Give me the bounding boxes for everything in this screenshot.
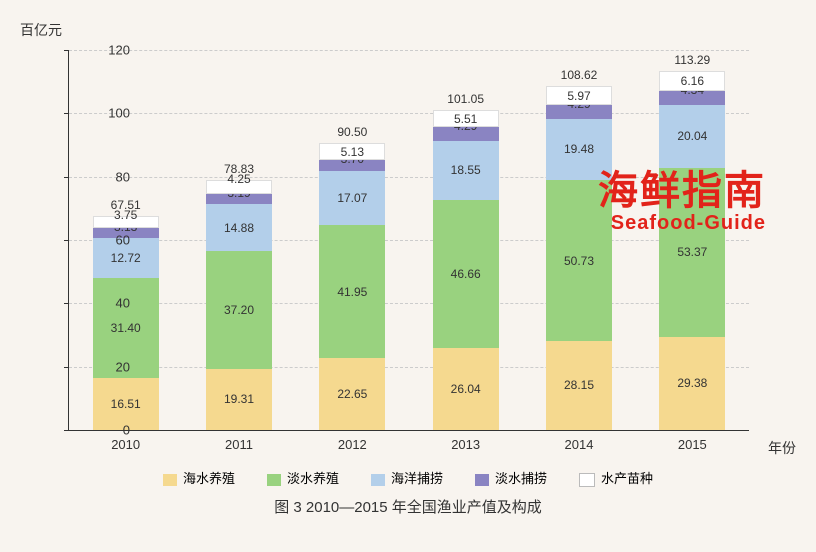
segment-value-label: 28.15	[546, 378, 612, 392]
bar-segment: 3.75	[93, 216, 159, 228]
watermark-en: Seafood-Guide	[598, 212, 766, 235]
segment-value-label: 17.07	[319, 191, 385, 205]
watermark-cn: 海鲜指南	[598, 170, 766, 212]
y-tick-label: 40	[90, 296, 130, 311]
bar: 26.0446.6618.554.295.51101.05	[433, 110, 499, 430]
bar-segment: 18.55	[433, 141, 499, 200]
bar-segment: 28.15	[546, 341, 612, 430]
bar: 28.1550.7319.484.295.97108.62	[546, 86, 612, 430]
bar-total-label: 113.29	[659, 53, 725, 67]
y-tick-label: 100	[90, 106, 130, 121]
gridline	[69, 367, 749, 368]
y-tick-label: 60	[90, 233, 130, 248]
segment-value-label: 50.73	[546, 254, 612, 268]
x-tick-label: 2013	[451, 437, 480, 452]
bar-segment: 5.51	[433, 110, 499, 127]
bar-segment: 41.95	[319, 225, 385, 358]
bar-segment: 4.34	[659, 91, 725, 105]
legend-label: 水产苗种	[601, 471, 653, 486]
y-tick-label: 0	[90, 423, 130, 438]
bar: 22.6541.9517.073.705.1390.50	[319, 143, 385, 430]
y-tick-label: 120	[90, 43, 130, 58]
bar-segment: 14.88	[206, 204, 272, 251]
bar-segment: 17.07	[319, 171, 385, 225]
segment-value-label: 19.31	[206, 392, 272, 406]
bar-segment: 26.04	[433, 348, 499, 430]
legend-item: 海洋捕捞	[371, 468, 443, 487]
bar-segment: 5.97	[546, 86, 612, 105]
segment-value-label: 46.66	[433, 267, 499, 281]
bar-total-label: 108.62	[546, 68, 612, 82]
chart-plot-area: 16.5131.4012.723.133.7567.51201019.3137.…	[68, 50, 749, 431]
bar-segment: 5.13	[319, 143, 385, 159]
legend-swatch	[475, 474, 489, 486]
segment-value-label: 5.97	[546, 89, 612, 103]
x-tick-label: 2010	[111, 437, 140, 452]
y-axis-unit-label: 百亿元	[20, 20, 62, 40]
segment-value-label: 41.95	[319, 285, 385, 299]
bar-segment: 19.31	[206, 369, 272, 430]
segment-value-label: 18.55	[433, 163, 499, 177]
segment-value-label: 12.72	[93, 251, 159, 265]
legend-label: 淡水捕捞	[495, 471, 547, 486]
legend-swatch	[267, 474, 281, 486]
bar-total-label: 67.51	[93, 198, 159, 212]
bar-segment: 4.29	[546, 105, 612, 119]
segment-value-label: 19.48	[546, 142, 612, 156]
bar: 16.5131.4012.723.133.7567.51	[93, 216, 159, 430]
x-tick-label: 2011	[225, 437, 253, 452]
x-tick-label: 2012	[338, 437, 367, 452]
legend-item: 淡水养殖	[267, 468, 339, 487]
segment-value-label: 26.04	[433, 382, 499, 396]
x-axis-label: 年份	[768, 438, 796, 458]
legend-label: 海水养殖	[183, 471, 235, 486]
bar-segment: 3.19	[206, 194, 272, 204]
segment-value-label: 6.16	[659, 74, 725, 88]
y-tick-label: 20	[90, 359, 130, 374]
segment-value-label: 5.13	[319, 145, 385, 159]
legend-swatch	[579, 473, 595, 487]
bar-segment: 6.16	[659, 71, 725, 91]
bar-segment: 3.70	[319, 160, 385, 172]
x-tick-label: 2014	[565, 437, 594, 452]
segment-value-label: 20.04	[659, 129, 725, 143]
bar-total-label: 90.50	[319, 125, 385, 139]
segment-value-label: 14.88	[206, 221, 272, 235]
segment-value-label: 5.51	[433, 112, 499, 126]
legend-swatch	[371, 474, 385, 486]
bar-segment: 29.38	[659, 337, 725, 430]
legend-item: 淡水捕捞	[475, 468, 547, 487]
segment-value-label: 53.37	[659, 245, 725, 259]
segment-value-label: 31.40	[93, 321, 159, 335]
bar-segment: 4.29	[433, 127, 499, 141]
bar-segment: 37.20	[206, 251, 272, 369]
y-tick-label: 80	[90, 169, 130, 184]
figure-caption: 图 3 2010—2015 年全国渔业产值及构成	[0, 496, 816, 517]
legend-swatch	[163, 474, 177, 486]
bar-total-label: 78.83	[206, 162, 272, 176]
segment-value-label: 16.51	[93, 397, 159, 411]
gridline	[69, 240, 749, 241]
bar: 29.3853.3720.044.346.16113.29	[659, 71, 725, 430]
x-tick-label: 2015	[678, 437, 707, 452]
gridline	[69, 303, 749, 304]
bar-segment: 20.04	[659, 105, 725, 168]
watermark: 海鲜指南 Seafood-Guide	[598, 170, 766, 235]
legend-label: 海洋捕捞	[391, 471, 443, 486]
bar-segment: 46.66	[433, 200, 499, 348]
segment-value-label: 37.20	[206, 303, 272, 317]
gridline	[69, 50, 749, 51]
legend-item: 海水养殖	[163, 468, 235, 487]
bar: 19.3137.2014.883.194.2578.83	[206, 180, 272, 430]
segment-value-label: 22.65	[319, 387, 385, 401]
legend: 海水养殖 淡水养殖 海洋捕捞 淡水捕捞 水产苗种	[0, 468, 816, 487]
legend-item: 水产苗种	[579, 468, 653, 487]
bar-total-label: 101.05	[433, 92, 499, 106]
segment-value-label: 29.38	[659, 376, 725, 390]
gridline	[69, 113, 749, 114]
bar-segment: 22.65	[319, 358, 385, 430]
legend-label: 淡水养殖	[287, 471, 339, 486]
bar-segment: 4.25	[206, 180, 272, 193]
